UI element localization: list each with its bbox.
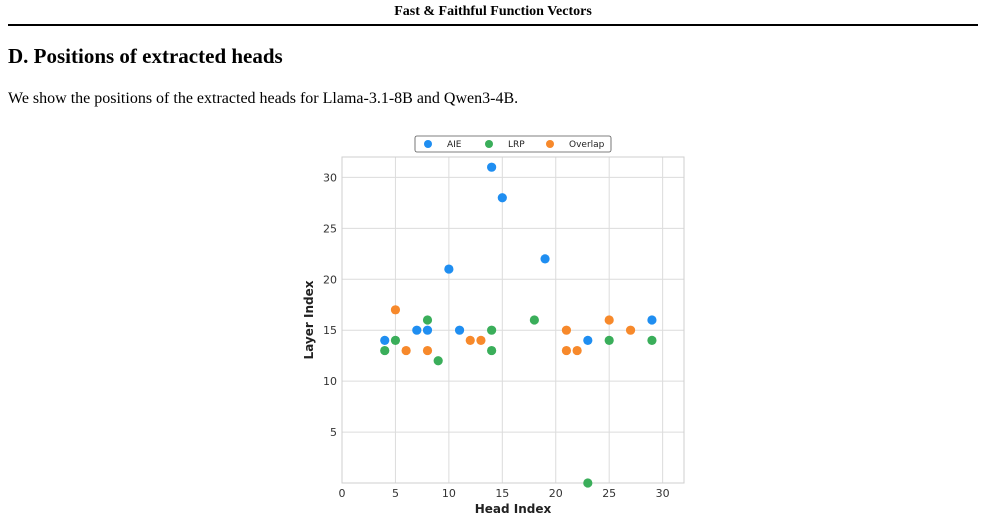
point-aie bbox=[497, 193, 507, 203]
x-tick-label: 20 bbox=[549, 487, 563, 500]
point-lrp bbox=[529, 315, 539, 325]
point-lrp bbox=[647, 335, 657, 345]
point-aie bbox=[444, 264, 454, 274]
point-overlap bbox=[572, 345, 582, 356]
x-tick-label: 5 bbox=[392, 487, 399, 500]
grid-layer bbox=[341, 157, 684, 483]
point-aie bbox=[583, 335, 593, 345]
point-overlap bbox=[604, 315, 614, 325]
y-tick-label: 20 bbox=[323, 273, 337, 286]
point-overlap bbox=[561, 325, 572, 335]
point-lrp bbox=[583, 478, 593, 488]
point-lrp bbox=[422, 315, 433, 325]
y-axis-label: Layer Index bbox=[302, 280, 316, 359]
y-tick-label: 15 bbox=[323, 324, 337, 337]
legend-label-overlap: Overlap bbox=[569, 140, 605, 150]
point-overlap bbox=[422, 345, 433, 356]
tick-layer: 0 5 10 15 20 25 30 5 10 15 20 25 30 bbox=[323, 171, 670, 500]
x-tick-label: 15 bbox=[495, 487, 509, 500]
point-aie bbox=[422, 325, 433, 335]
legend-marker-overlap bbox=[546, 140, 554, 148]
x-axis-label: Head Index bbox=[475, 502, 552, 516]
point-overlap bbox=[401, 345, 411, 356]
legend-label-aie: AIE bbox=[447, 140, 462, 150]
plot-frame bbox=[341, 156, 685, 484]
legend-marker-lrp bbox=[485, 140, 493, 148]
x-tick-label: 30 bbox=[656, 487, 670, 500]
point-aie bbox=[540, 254, 550, 264]
point-aie bbox=[487, 162, 497, 172]
legend-label-lrp: LRP bbox=[508, 140, 525, 150]
point-overlap bbox=[390, 305, 401, 315]
x-tick-label: 0 bbox=[339, 487, 346, 500]
point-overlap bbox=[476, 335, 486, 345]
point-aie bbox=[380, 335, 390, 345]
y-tick-label: 5 bbox=[330, 426, 337, 439]
body-paragraph: We show the positions of the extracted h… bbox=[8, 90, 519, 107]
point-lrp bbox=[390, 335, 401, 345]
legend-marker-aie bbox=[424, 140, 432, 148]
legend-box bbox=[414, 135, 612, 153]
x-tick-label: 25 bbox=[602, 487, 616, 500]
point-lrp bbox=[380, 345, 390, 356]
point-aie bbox=[412, 325, 422, 335]
point-lrp bbox=[604, 335, 614, 345]
y-tick-label: 10 bbox=[323, 375, 337, 388]
y-tick-label: 30 bbox=[323, 171, 337, 184]
section-heading: D. Positions of extracted heads bbox=[8, 44, 283, 68]
point-lrp bbox=[487, 325, 497, 335]
legend: AIE LRP Overlap bbox=[414, 135, 612, 153]
point-lrp bbox=[487, 345, 497, 356]
point-aie bbox=[647, 315, 657, 325]
point-overlap bbox=[465, 335, 475, 345]
x-tick-label: 10 bbox=[442, 487, 456, 500]
point-lrp bbox=[433, 356, 443, 366]
y-tick-label: 25 bbox=[323, 222, 337, 235]
header-rule bbox=[8, 24, 978, 26]
running-header: Fast & Faithful Function Vectors bbox=[394, 4, 592, 19]
point-overlap bbox=[625, 325, 636, 335]
point-layer bbox=[380, 162, 657, 488]
point-overlap bbox=[561, 345, 572, 356]
point-aie bbox=[454, 325, 465, 335]
